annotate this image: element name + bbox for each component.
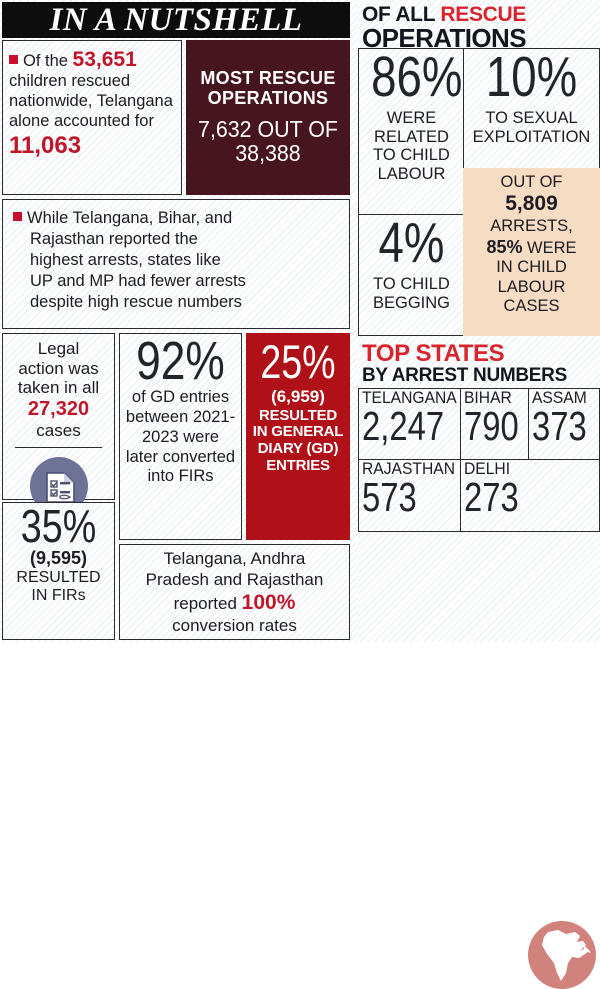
- most-rescue-value: 7,632 OUT OF 38,388: [198, 116, 338, 167]
- conversion-rates-card: Telangana, Andhra Pradesh and Rajasthan …: [119, 544, 350, 640]
- fir-result-card: 35% (9,595) RESULTED IN FIRs: [2, 502, 115, 640]
- stat-92-percent: 92%: [136, 331, 225, 391]
- stat-100-percent: 100%: [241, 591, 296, 615]
- stat-4-value: 4%: [378, 211, 445, 275]
- stat-card-86: 86% WERE RELATED TO CHILD LABOUR: [358, 48, 465, 216]
- bullet-square-icon: [9, 55, 18, 64]
- stat-6959: (6,959): [271, 386, 325, 406]
- stat-10-label: TO SEXUAL EXPLOITATION: [472, 109, 591, 146]
- header-of-all: OF ALL: [362, 3, 441, 26]
- bullet-square-icon-2: [13, 212, 22, 221]
- left-column: IN A NUTSHELL Of the 53,651 children res…: [0, 0, 352, 642]
- stat-9595: (9,595): [29, 548, 88, 568]
- peach-line2: ARRESTS,: [490, 217, 573, 236]
- conv-line2: Pradesh and Rajasthan: [145, 569, 324, 589]
- peach-were: WERE: [522, 238, 577, 257]
- stat-10-value: 10%: [485, 45, 578, 109]
- state-cell-rajasthan: RAJASTHAN 573: [358, 459, 462, 532]
- header-rescue: RESCUE: [440, 3, 527, 26]
- peach-line1: OUT OF: [500, 173, 563, 191]
- stat-5809: 5,809: [505, 192, 558, 216]
- banner-in-a-nutshell: IN A NUTSHELL: [2, 2, 350, 38]
- gd-result-card: 25% (6,959) RESULTED IN GENERAL DIARY (G…: [246, 333, 350, 540]
- legal-line1: Legal: [37, 339, 80, 358]
- bullet2-line4: UP and MP had fewer arrests: [30, 271, 246, 290]
- gd-description: of GD entries between 2021-2023 were lat…: [125, 388, 236, 486]
- bullet2-line3: highest arrests, states like: [30, 250, 221, 269]
- state-value: 573: [362, 473, 417, 520]
- state-value: 273: [464, 473, 519, 520]
- stat-11063: 11,063: [9, 131, 82, 159]
- india-map-icon: [528, 921, 596, 989]
- stat-25-percent: 25%: [260, 335, 336, 388]
- conv-line3: conversion rates: [172, 616, 297, 636]
- gd-result-label: RESULTED IN GENERAL DIARY (GD) ENTRIES: [252, 406, 344, 475]
- stat-4-label: TO CHILD BEGGING: [372, 275, 450, 312]
- top-states-subtitle: BY ARREST NUMBERS: [362, 365, 567, 387]
- fir-result-label-2: IN FIRs: [31, 586, 86, 604]
- state-value: 790: [464, 402, 519, 449]
- bullet-text: Of the 53,651 children rescued nationwid…: [9, 47, 176, 158]
- header-operations: OPERATIONS: [362, 23, 527, 54]
- peach-text: OUT OF 5,809 ARRESTS, 85% WERE IN CHILD …: [468, 173, 595, 317]
- most-rescue-operations-card: MOST RESCUE OPERATIONS 7,632 OUT OF 38,3…: [186, 40, 350, 195]
- bullet-pre: Of the: [23, 52, 73, 70]
- bullet2-text: While Telangana, Bihar, and Rajasthan re…: [13, 208, 341, 313]
- bullet2-line2: Rajasthan reported the: [30, 229, 198, 248]
- stat-53651: 53,651: [72, 48, 137, 71]
- legal-line3: taken in all: [17, 378, 100, 398]
- legal-line2: action was: [18, 358, 99, 378]
- bullet2-line1: While Telangana, Bihar, and: [27, 209, 233, 227]
- stat-card-10: 10% TO SEXUAL EXPLOITATION: [463, 48, 600, 170]
- gd-entries-card: 92% of GD entries between 2021-2023 were…: [119, 333, 242, 540]
- state-name: RAJASTHAN: [362, 459, 455, 478]
- stat-35-percent: 35%: [20, 500, 97, 552]
- state-value: 373: [532, 402, 587, 449]
- arrests-child-labour-card: OUT OF 5,809 ARRESTS, 85% WERE IN CHILD …: [463, 168, 600, 336]
- state-name: DELHI: [464, 459, 511, 478]
- conv-line1: Telangana, Andhra: [163, 549, 306, 568]
- state-cell-assam: ASSAM 373: [528, 388, 600, 461]
- top-states-title: TOP STATES: [362, 340, 505, 367]
- peach-line4: IN CHILD LABOUR CASES: [496, 258, 567, 316]
- stat-86-value: 86%: [371, 45, 463, 109]
- stat-card-4: 4% TO CHILD BEGGING: [358, 214, 465, 336]
- bullet2-line5: despite high rescue numbers: [30, 292, 242, 311]
- bullet-arrests-vs-rescues: While Telangana, Bihar, and Rajasthan re…: [2, 199, 350, 329]
- legal-text: Legal action was taken in all 27,320 cas…: [7, 339, 110, 441]
- stat-85-percent: 85%: [486, 236, 523, 257]
- conversion-text: Telangana, Andhra Pradesh and Rajasthan …: [125, 549, 344, 637]
- most-rescue-heading: MOST RESCUE OPERATIONS: [200, 68, 336, 108]
- header-line-1: OF ALL RESCUE: [362, 4, 596, 25]
- legal-action-card: Legal action was taken in all 27,320 cas…: [2, 333, 115, 516]
- state-name: BIHAR: [464, 388, 512, 407]
- state-name: ASSAM: [532, 388, 587, 407]
- bullet-rescued-children: Of the 53,651 children rescued nationwid…: [2, 40, 182, 195]
- divider: [15, 447, 102, 449]
- conv-pre: reported: [173, 594, 242, 614]
- state-cell-delhi: DELHI 273: [460, 459, 600, 989]
- bullet-body: children rescued nationwide, Telangana a…: [9, 72, 173, 130]
- state-name: TELANGANA: [362, 388, 457, 407]
- fir-result-label-1: RESULTED: [16, 569, 101, 586]
- stat-86-label: WERE RELATED TO CHILD LABOUR: [373, 109, 450, 183]
- legal-line4: cases: [36, 421, 81, 441]
- right-column: OF ALL RESCUE OPERATIONS 86% WERE RELATE…: [358, 0, 600, 989]
- rescue-operations-header: OF ALL RESCUE OPERATIONS: [358, 2, 600, 54]
- state-value: 2,247: [362, 402, 445, 449]
- state-cell-bihar: BIHAR 790: [460, 388, 530, 461]
- top-states-header: TOP STATES BY ARREST NUMBERS: [358, 340, 600, 390]
- state-cell-telangana: TELANGANA 2,247: [358, 388, 462, 461]
- page-title: IN A NUTSHELL: [49, 1, 303, 38]
- stat-27320: 27,320: [27, 398, 90, 421]
